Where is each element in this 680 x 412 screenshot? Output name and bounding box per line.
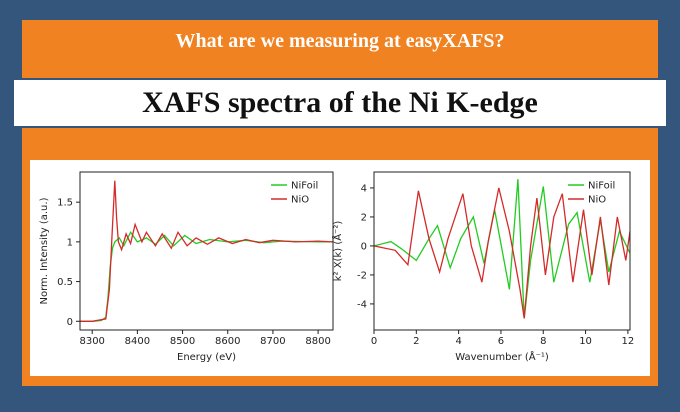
plot-frame	[79, 171, 334, 331]
plot-frame	[373, 171, 631, 331]
data-line	[373, 187, 631, 319]
x-tick-label: 6	[498, 336, 504, 347]
legend-label: NiFoil	[291, 181, 318, 192]
y-tick-label: 0	[67, 317, 73, 328]
legend-label: NiFoil	[588, 181, 615, 192]
x-axis-label: Wavenumber (Å⁻¹)	[455, 350, 549, 363]
y-axis-label: k² X(k) (Å⁻²)	[331, 221, 344, 282]
x-tick-label: 4	[455, 336, 461, 347]
x-tick-label: 10	[579, 336, 592, 347]
x-tick-label: 8400	[125, 336, 150, 347]
x-tick-label: 2	[413, 336, 419, 347]
x-tick-label: 8600	[215, 336, 240, 347]
x-tick-label: 12	[622, 336, 635, 347]
data-line	[80, 180, 334, 322]
y-tick-label: 0.5	[57, 277, 73, 288]
subtitle: What are we measuring at easyXAFS?	[175, 30, 505, 52]
y-tick-label: 2	[361, 212, 367, 223]
x-tick-label: 8500	[170, 336, 195, 347]
legend-label: NiO	[588, 195, 606, 206]
x-axis-label: Energy (eV)	[177, 352, 236, 363]
x-tick-label: 8700	[260, 336, 285, 347]
x-tick-label: 8300	[79, 336, 104, 347]
x-tick-label: 8800	[305, 336, 330, 347]
y-tick-label: -2	[357, 270, 367, 281]
x-tick-label: 8	[540, 336, 546, 347]
y-tick-label: -4	[357, 299, 367, 310]
y-tick-label: 1	[67, 237, 73, 248]
y-axis-label: Norm. Intensity (a.u.)	[39, 197, 50, 304]
title: XAFS spectra of the Ni K-edge	[12, 78, 668, 128]
x-tick-label: 0	[371, 336, 377, 347]
legend-label: NiO	[291, 195, 309, 206]
y-tick-label: 0	[361, 241, 367, 252]
y-tick-label: 4	[361, 183, 367, 194]
y-tick-label: 1.5	[57, 198, 73, 209]
